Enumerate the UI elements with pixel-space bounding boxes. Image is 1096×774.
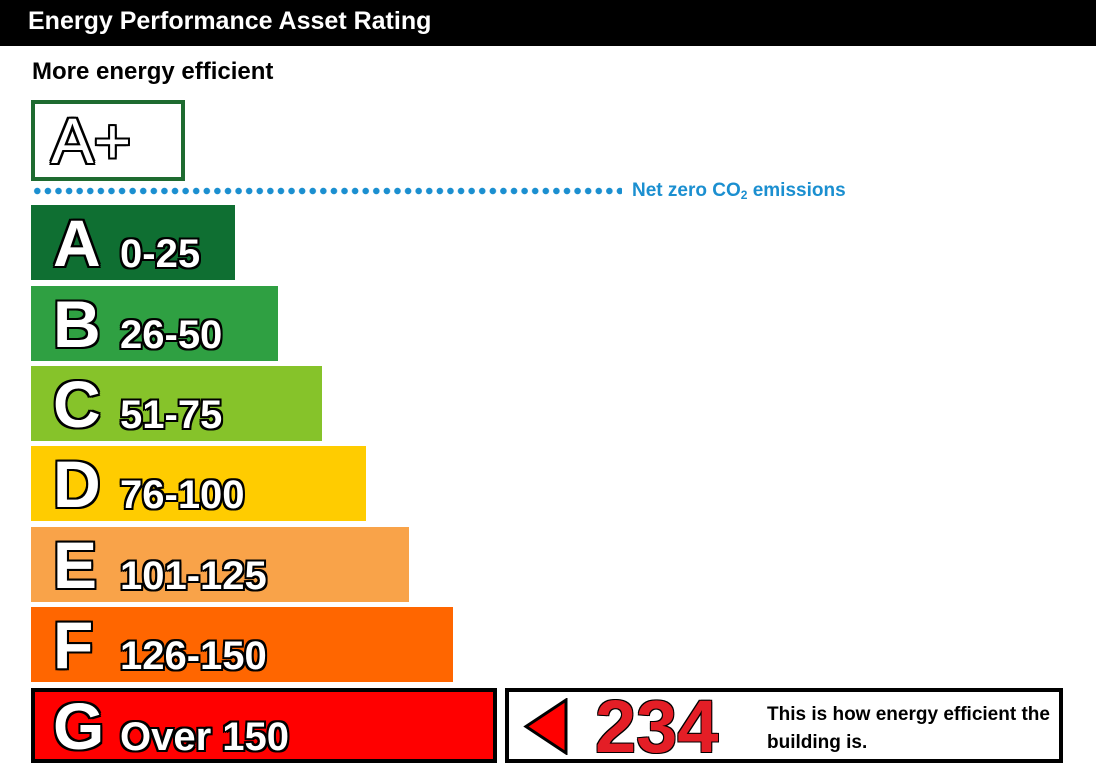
band-c-letter: C — [53, 367, 101, 441]
band-d-range: 76-100 — [120, 473, 245, 517]
rating-note: This is how energy efficient the buildin… — [767, 704, 1050, 753]
band-f-letter: F — [53, 608, 94, 682]
band-b-range: 26-50 — [120, 313, 223, 357]
band-f: F 126-150 — [31, 607, 453, 682]
rating-pointer-icon — [523, 698, 568, 755]
band-f-range: 126-150 — [120, 634, 267, 678]
band-g-range: Over 150 — [120, 715, 290, 759]
band-b-letter: B — [53, 287, 101, 361]
rating-value: 234 — [595, 685, 719, 768]
header-bar: Energy Performance Asset Rating — [0, 0, 1096, 46]
band-d: D 76-100 — [31, 446, 366, 521]
band-c: C 51-75 — [31, 366, 322, 441]
band-a-range: 0-25 — [120, 232, 201, 276]
band-b: B 26-50 — [31, 286, 278, 361]
band-a: A 0-25 — [31, 205, 235, 280]
band-e: E 101-125 — [31, 527, 409, 602]
band-a-plus-label: A+ — [51, 105, 132, 177]
net-zero-label: Net zero CO2 emissions — [632, 180, 846, 202]
band-a-plus: A+ — [31, 100, 185, 181]
band-e-letter: E — [53, 528, 98, 602]
band-c-range: 51-75 — [120, 393, 223, 437]
more-efficient-label: More energy efficient — [32, 58, 274, 85]
current-rating-box: 234 This is how energy efficient the bui… — [505, 685, 1063, 768]
band-a-letter: A — [53, 206, 101, 280]
band-e-range: 101-125 — [120, 554, 267, 598]
band-g-letter: G — [53, 689, 105, 763]
band-g: G Over 150 — [31, 688, 497, 763]
page-title: Energy Performance Asset Rating — [28, 7, 432, 35]
net-zero-dotted-line — [32, 187, 622, 195]
band-d-letter: D — [53, 447, 101, 521]
